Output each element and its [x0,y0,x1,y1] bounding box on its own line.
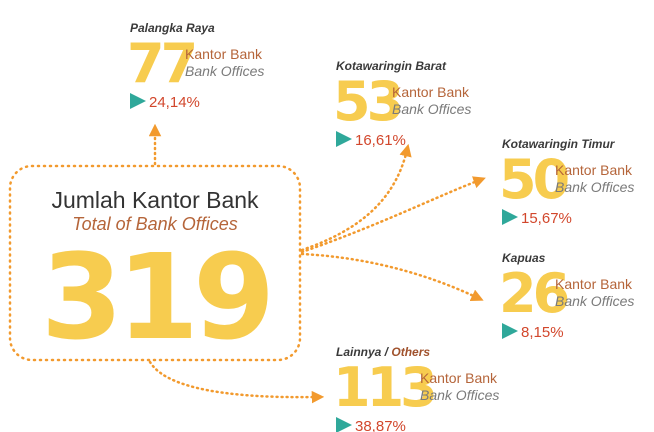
node-share: 16,61% [355,132,406,149]
node-label: Kantor Bank [420,370,498,386]
share-icon [502,323,518,339]
arrow [302,150,407,250]
arrow [302,254,478,298]
node-label: Kantor Bank [555,276,633,292]
share-icon [502,209,518,225]
node-share: 38,87% [355,418,406,432]
node-label: Kantor Bank [392,84,470,100]
node-share: 8,15% [521,324,564,341]
node-label: Kantor Bank [555,162,633,178]
node-share: 15,67% [521,210,572,227]
infographic: Jumlah Kantor Bank Total of Bank Offices… [0,0,654,432]
page: {"center": {"title": "Jumlah Kantor Bank… [0,0,654,432]
share-icon [336,131,352,147]
arrow [150,362,318,397]
node-count: 113 [333,356,434,419]
center-title: Jumlah Kantor Bank [51,187,259,213]
node-label-en: Bank Offices [392,101,471,117]
share-icon [336,417,352,432]
share-icon [130,93,146,109]
arrow [302,180,480,252]
center-total: 319 [41,228,269,366]
node-label-en: Bank Offices [185,63,264,79]
node-label-en: Bank Offices [555,293,634,309]
node-label-en: Bank Offices [420,387,499,403]
node-share: 24,14% [149,94,200,111]
node-label: Kantor Bank [185,46,263,62]
node-count: 53 [333,70,401,133]
node-label-en: Bank Offices [555,179,634,195]
